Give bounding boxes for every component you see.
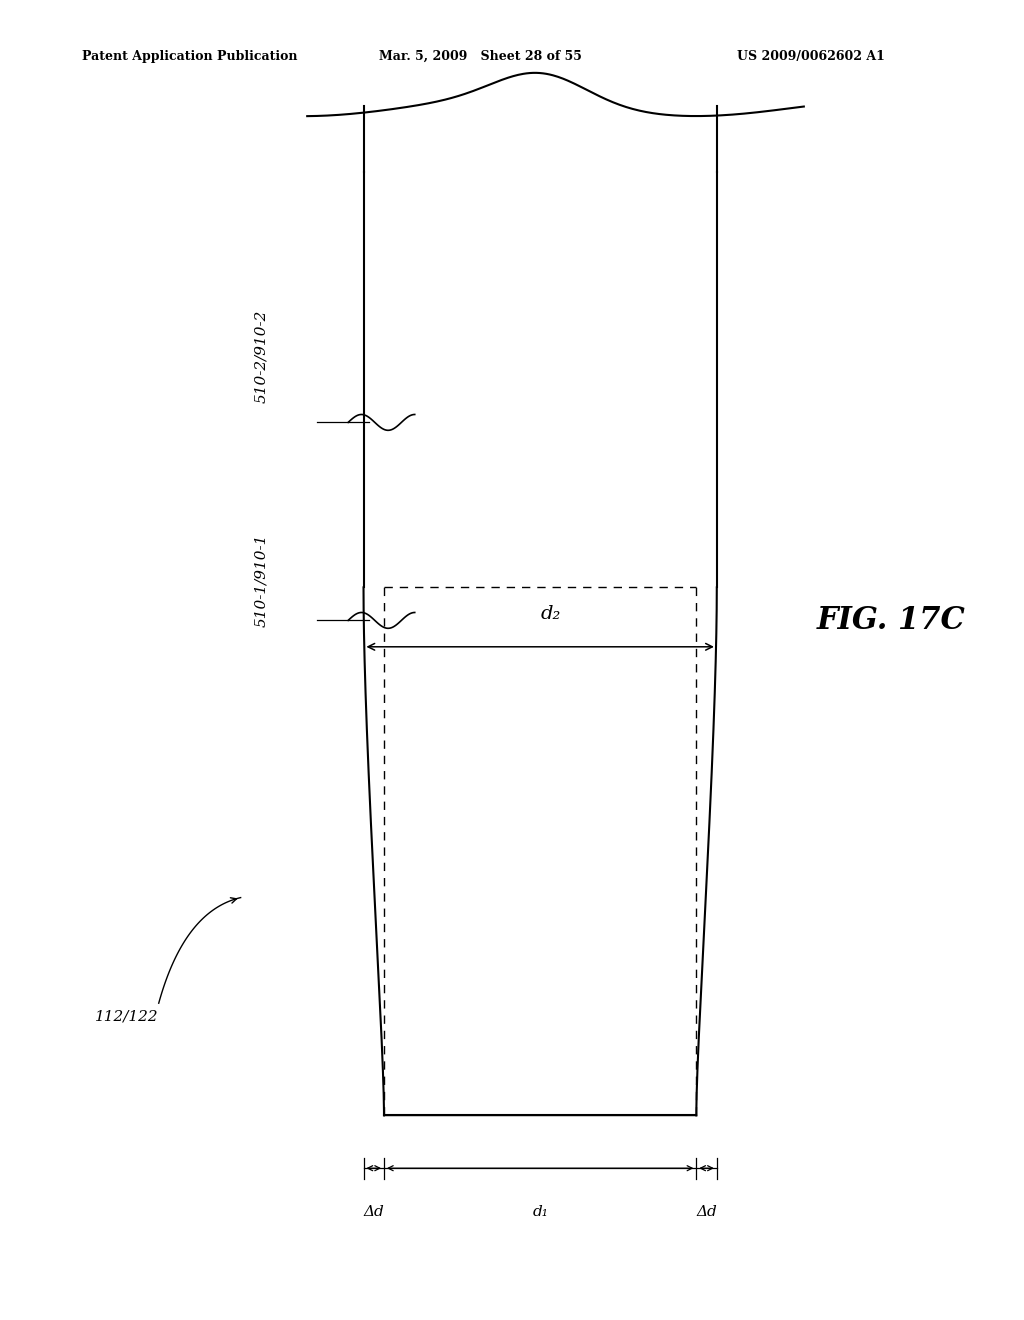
Text: 510-1/910-1: 510-1/910-1: [254, 535, 268, 627]
Text: Patent Application Publication: Patent Application Publication: [82, 50, 297, 63]
Text: Mar. 5, 2009   Sheet 28 of 55: Mar. 5, 2009 Sheet 28 of 55: [379, 50, 582, 63]
Text: FIG. 17C: FIG. 17C: [816, 605, 966, 636]
Text: Δd: Δd: [696, 1205, 717, 1220]
Text: US 2009/0062602 A1: US 2009/0062602 A1: [737, 50, 885, 63]
Text: 112/122: 112/122: [95, 1010, 159, 1023]
Text: 510-2/910-2: 510-2/910-2: [254, 310, 268, 403]
Text: d₁: d₁: [532, 1205, 548, 1220]
Text: Δd: Δd: [364, 1205, 384, 1220]
Text: d₂: d₂: [541, 605, 560, 623]
